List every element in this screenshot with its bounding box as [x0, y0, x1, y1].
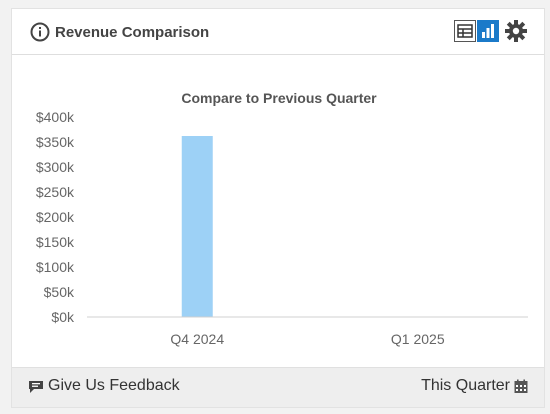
period-label: This Quarter	[421, 377, 510, 394]
info-icon[interactable]	[30, 22, 50, 42]
y-tick-label: $0k	[51, 309, 75, 325]
settings-button[interactable]	[504, 19, 528, 43]
y-tick-label: $200k	[36, 209, 75, 225]
card-header: Revenue Comparison	[12, 9, 544, 55]
chart-area: Compare to Previous Quarter $0k $50k $100k…	[12, 56, 544, 366]
table-view-icon	[457, 24, 473, 38]
bar-chart-icon	[482, 24, 494, 38]
revenue-chart: Compare to Previous Quarter $0k $50k $100k…	[36, 90, 528, 347]
chart-title: Compare to Previous Quarter	[181, 90, 377, 106]
calendar-icon	[514, 379, 528, 393]
gear-icon	[505, 20, 527, 42]
x-tick-label: Q4 2024	[170, 331, 224, 347]
card-title: Revenue Comparison	[55, 24, 210, 41]
table-view-button[interactable]	[454, 20, 476, 42]
x-tick-label: Q1 2025	[391, 331, 445, 347]
chart-view-button[interactable]	[477, 20, 499, 42]
revenue-card: Revenue Comparison	[11, 8, 545, 408]
y-tick-label: $300k	[36, 159, 75, 175]
y-tick-label: $350k	[36, 134, 75, 150]
feedback-icon	[29, 380, 43, 393]
feedback-label: Give Us Feedback	[48, 377, 180, 394]
y-tick-label: $150k	[36, 234, 75, 250]
y-tick-label: $250k	[36, 184, 75, 200]
feedback-link[interactable]: Give Us Feedback	[28, 377, 180, 395]
card-footer: Give Us Feedback This Quarter	[12, 367, 544, 407]
y-tick-label: $400k	[36, 109, 75, 125]
y-tick-label: $100k	[36, 259, 75, 275]
bar[interactable]	[181, 136, 213, 317]
y-tick-label: $50k	[44, 284, 75, 300]
period-selector[interactable]: This Quarter	[421, 377, 528, 395]
